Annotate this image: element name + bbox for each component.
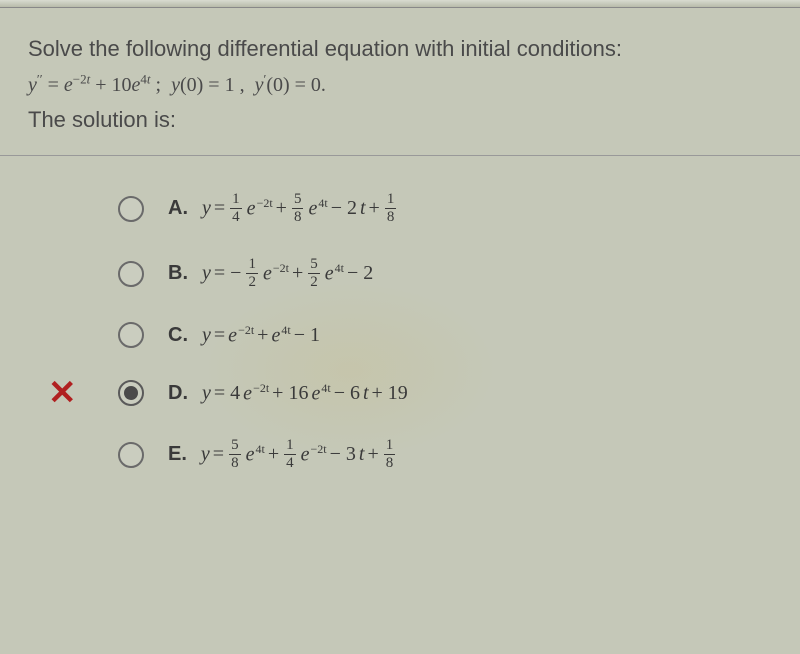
option-letter: D. — [168, 382, 188, 405]
radio-button[interactable] — [118, 322, 144, 348]
question-prompt: Solve the following differential equatio… — [28, 32, 772, 65]
radio-button[interactable] — [118, 196, 144, 222]
option-row[interactable]: ✕D.y = 4e−2t + 16e4t − 6t + 19 — [118, 380, 772, 406]
option-letter: B. — [168, 262, 188, 285]
option-letter: A. — [168, 197, 188, 220]
option-letter: C. — [168, 324, 188, 347]
option-math: y = −12e−2t + 52e4t − 2 — [202, 257, 373, 290]
option-math: y = 58e4t + 14e−2t − 3t + 18 — [201, 438, 397, 471]
option-row[interactable]: A. y = 14e−2t + 58e4t − 2t + 18 — [118, 192, 772, 225]
window-top-bar — [0, 0, 800, 8]
radio-button[interactable] — [118, 442, 144, 468]
solution-label: The solution is: — [28, 107, 772, 133]
option-math: y = e−2t + e4t − 1 — [202, 323, 320, 348]
question-equation: y′′ = e−2t + 10e4t ; y(0) = 1 , y′(0) = … — [28, 69, 772, 101]
option-row[interactable]: E. y = 58e4t + 14e−2t − 3t + 18 — [118, 438, 772, 471]
option-math: y = 4e−2t + 16e4t − 6t + 19 — [202, 381, 408, 406]
option-row[interactable]: B. y = −12e−2t + 52e4t − 2 — [118, 257, 772, 290]
option-letter: E. — [168, 443, 187, 466]
option-math: y = 14e−2t + 58e4t − 2t + 18 — [202, 192, 398, 225]
option-row[interactable]: C. y = e−2t + e4t − 1 — [118, 322, 772, 348]
wrong-mark-icon: ✕ — [48, 376, 77, 410]
question-panel: Solve the following differential equatio… — [0, 8, 800, 471]
options-list: A. y = 14e−2t + 58e4t − 2t + 18 B. y = −12e… — [28, 156, 772, 471]
radio-button[interactable] — [118, 261, 144, 287]
radio-button[interactable] — [118, 380, 144, 406]
